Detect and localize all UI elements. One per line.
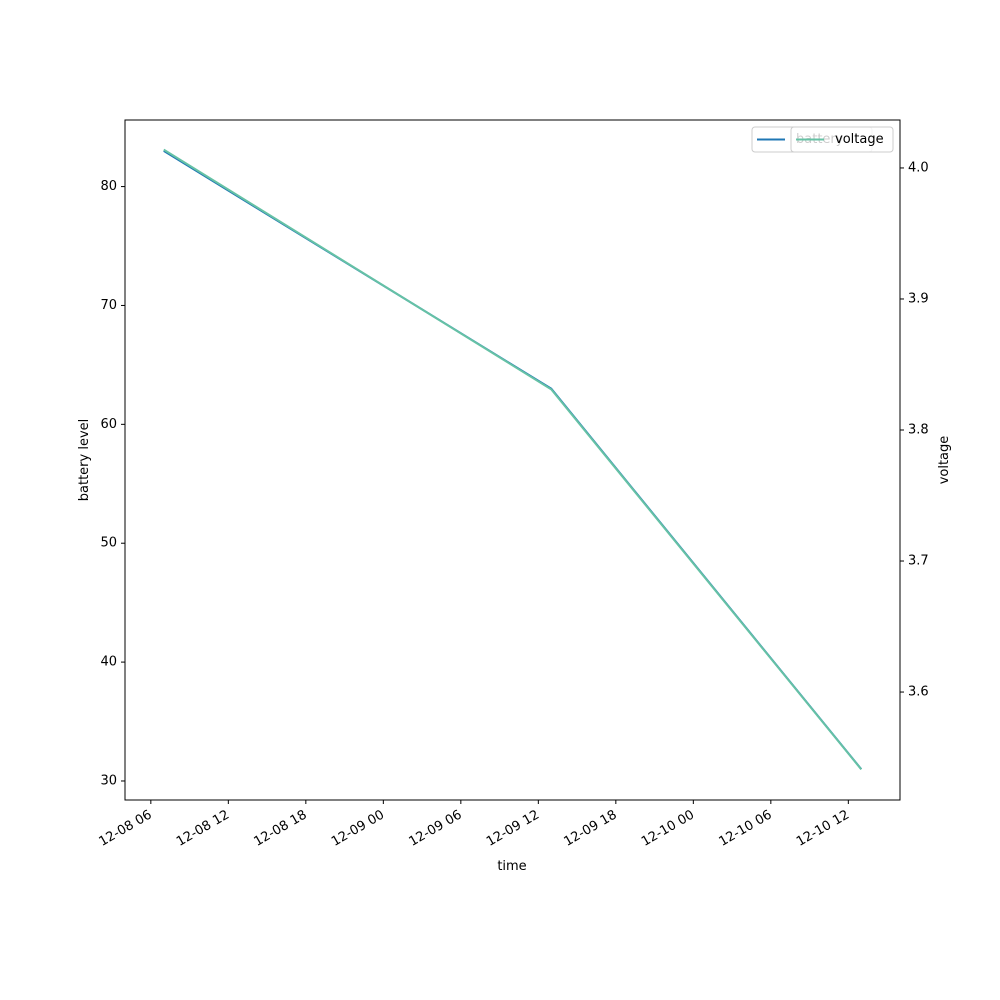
series-line — [163, 148, 863, 770]
y2-tick-label: 3.9 — [908, 291, 929, 306]
y-tick-label: 60 — [100, 417, 117, 432]
legend: voltage — [790, 126, 894, 153]
y2-tick-label: 4.0 — [908, 160, 929, 175]
x-tick-label: 12-08 18 — [251, 808, 309, 850]
y-tick-label: 80 — [100, 179, 117, 194]
legend-box — [790, 126, 894, 153]
y2-axis-label: voltage — [937, 436, 952, 485]
y-tick-label: 40 — [100, 655, 117, 670]
legend-label: voltage — [835, 132, 884, 147]
y2-tick-label: 3.8 — [908, 422, 929, 437]
x-tick-label: 12-09 12 — [484, 808, 542, 850]
x-tick-label: 12-09 18 — [561, 808, 619, 850]
x-tick-label: 12-10 12 — [794, 808, 852, 850]
x-tick-label: 12-08 12 — [174, 808, 232, 850]
y2-tick-label: 3.6 — [908, 685, 929, 700]
x-tick-label: 12-10 06 — [716, 808, 774, 850]
plot-frame — [124, 119, 901, 801]
y-axis-label: battery level — [77, 419, 92, 502]
series-line — [163, 150, 863, 770]
y-tick-label: 50 — [100, 536, 117, 551]
y2-tick-label: 3.7 — [908, 554, 929, 569]
x-axis-label: time — [497, 859, 526, 874]
x-tick-label: 12-08 06 — [96, 808, 154, 850]
y-tick-label: 30 — [100, 773, 117, 788]
y-tick-label: 70 — [100, 298, 117, 313]
x-tick-label: 12-09 06 — [406, 808, 464, 850]
x-tick-label: 12-09 00 — [329, 808, 387, 850]
x-tick-label: 12-10 00 — [639, 808, 697, 850]
